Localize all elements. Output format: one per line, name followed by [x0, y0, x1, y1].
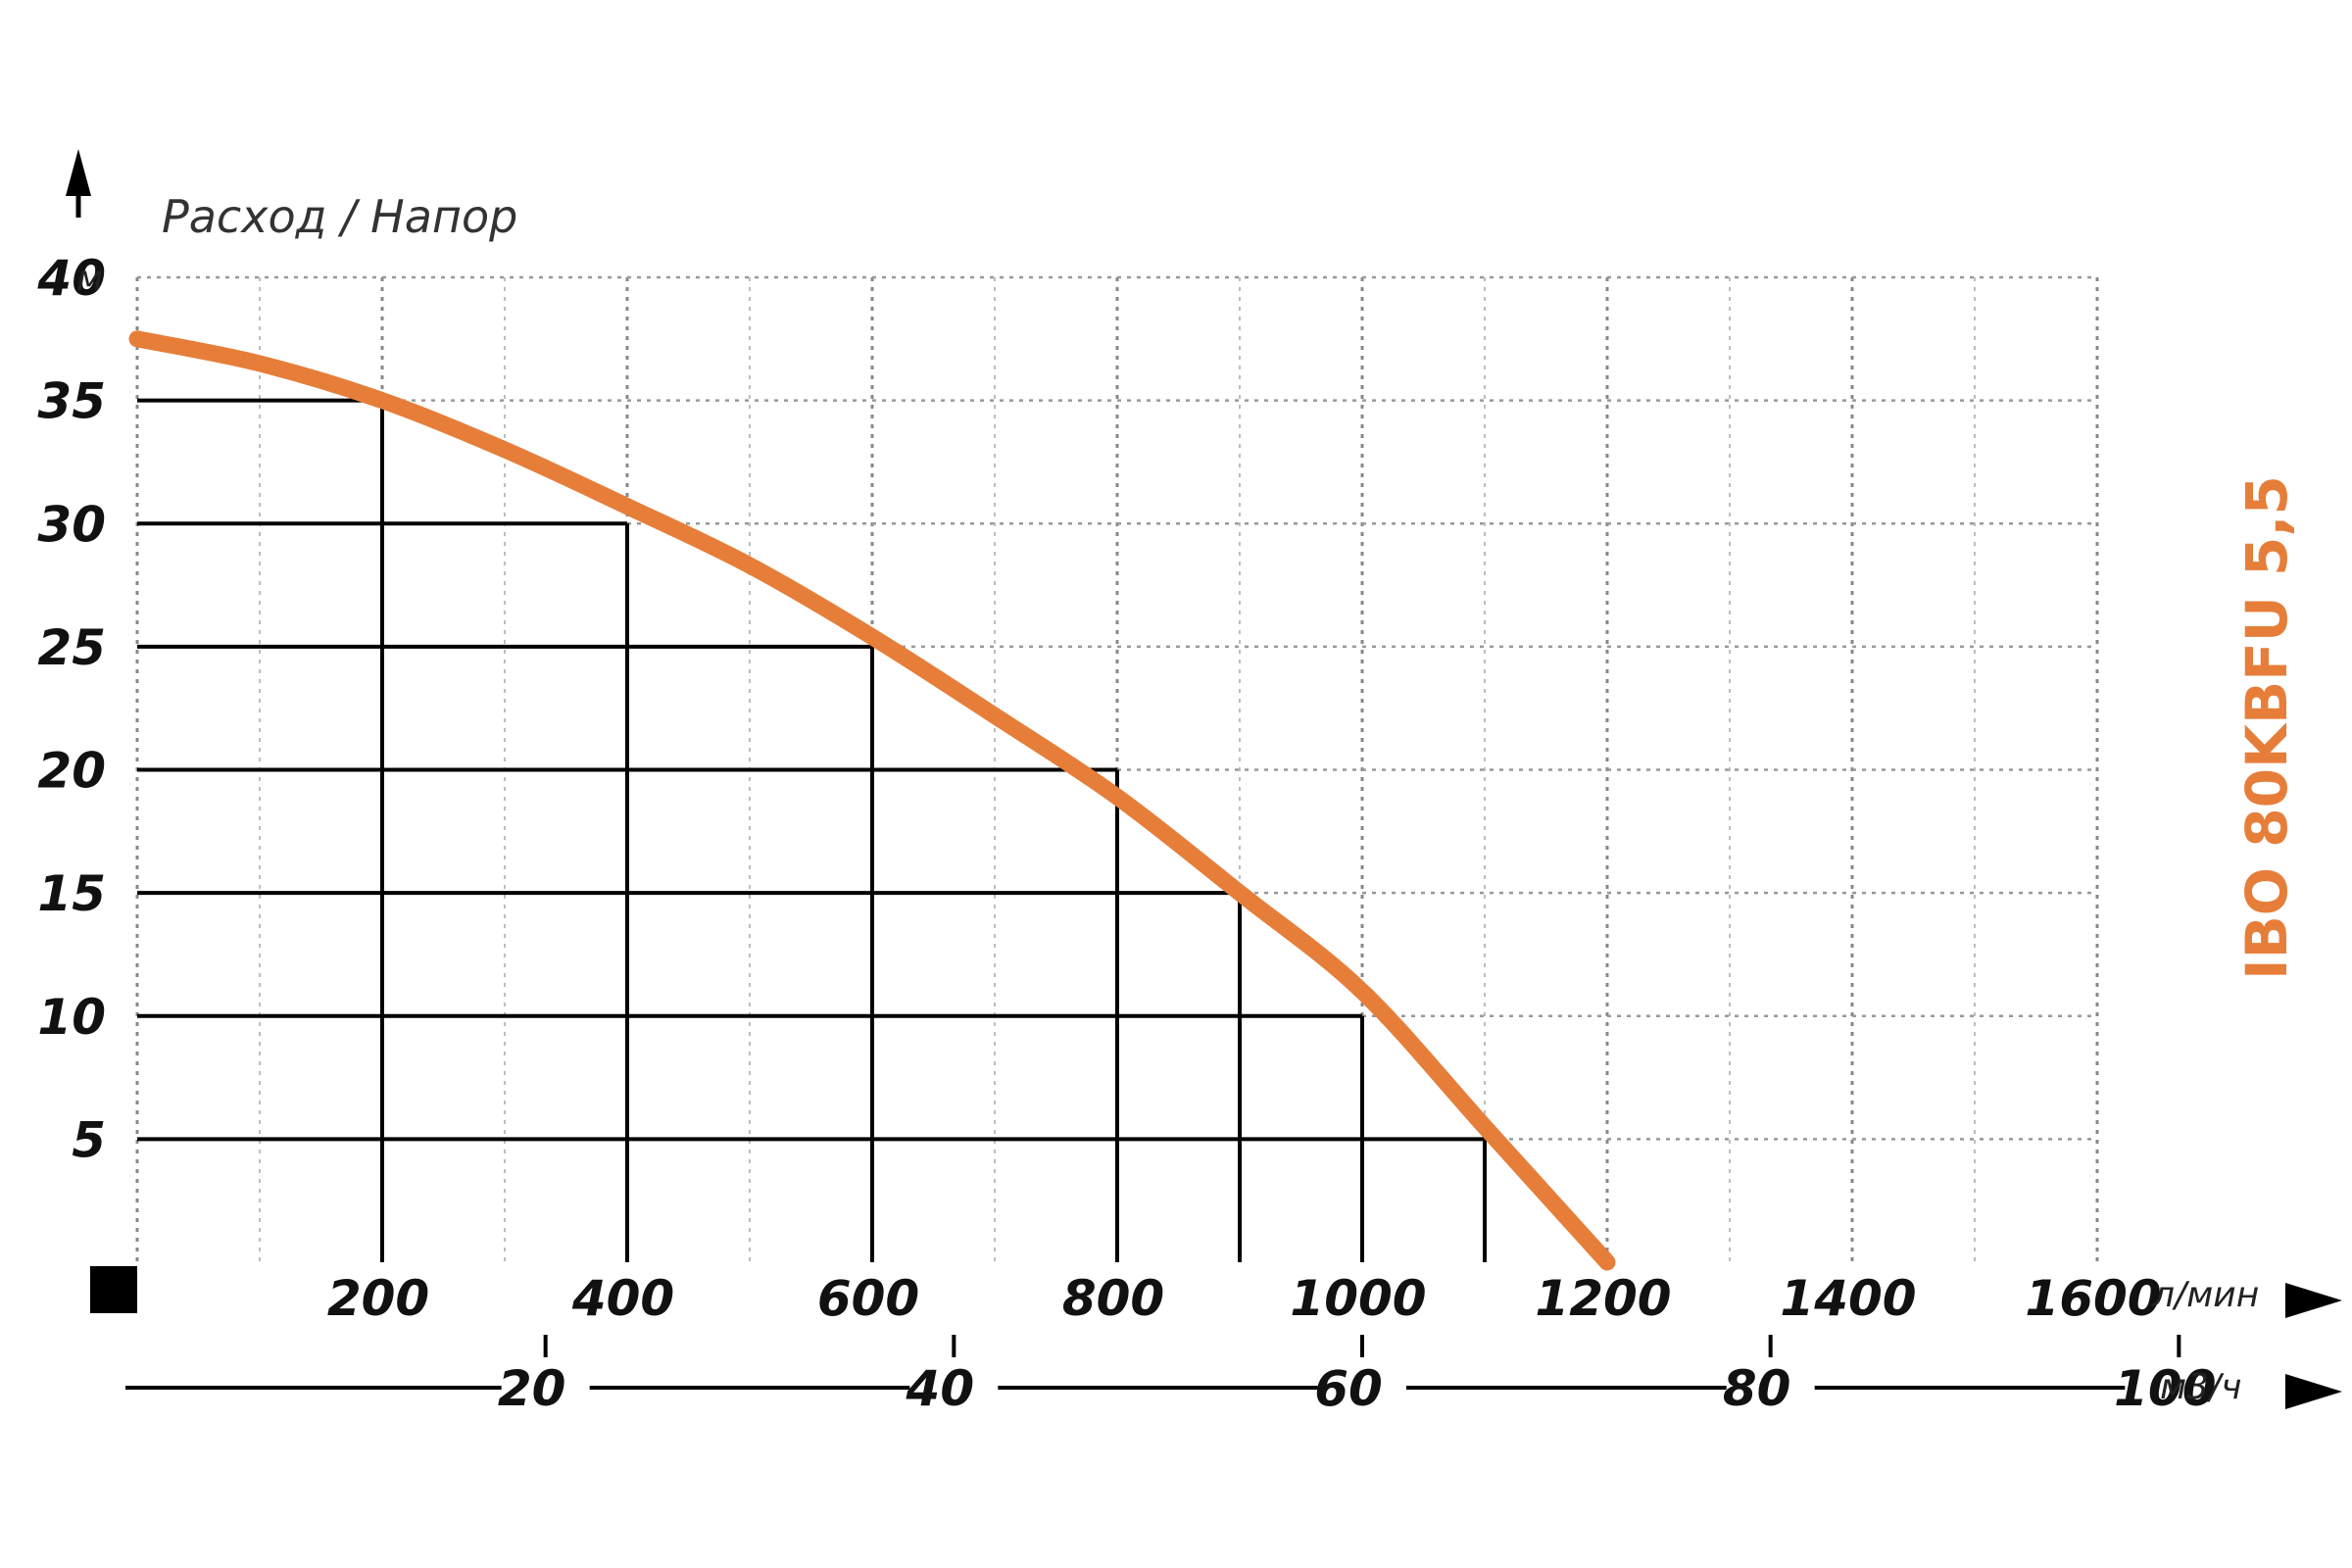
- y-axis-unit: м: [76, 259, 103, 299]
- secondary-x-axis-arrow-head: [2285, 1374, 2342, 1409]
- y-tick-label: 20: [37, 743, 106, 800]
- y-axis-arrow-head: [66, 149, 91, 196]
- x-tick-label: 1200: [1535, 1270, 1671, 1327]
- y-tick-label: 30: [37, 496, 106, 553]
- secondary-x-tick-label: 40: [906, 1360, 975, 1417]
- y-tick-label: 5: [72, 1111, 106, 1168]
- x-tick-label: 1600: [2025, 1270, 2161, 1327]
- secondary-x-tick-label: 20: [498, 1360, 566, 1417]
- y-tick-label: 35: [37, 373, 106, 430]
- secondary-x-tick-label: 80: [1723, 1360, 1791, 1417]
- pump-curve-series: [128, 330, 1616, 1271]
- secondary-x-tick-label: 60: [1314, 1360, 1383, 1417]
- model-label: IBO 80KBFU 5,5: [2233, 475, 2300, 980]
- y-tick-label: 40: [36, 250, 106, 307]
- origin-square-marker: [90, 1266, 137, 1313]
- x-axis-unit: л/мин: [2151, 1275, 2259, 1315]
- chart-title: Расход / Напор: [162, 190, 517, 243]
- x-tick-label: 800: [1062, 1270, 1164, 1327]
- x-tick-label: 400: [571, 1270, 674, 1327]
- axes: [66, 149, 2342, 1409]
- tick-labels: 200 400 600 800 1000 1200 1400 1600 40 35 30 25 20 15…: [36, 250, 2216, 1417]
- x-tick-label: 200: [327, 1270, 429, 1327]
- reference-lines: [137, 398, 1487, 1262]
- secondary-x-tick-label: 100: [2114, 1360, 2216, 1417]
- x-tick-label: 600: [817, 1270, 919, 1327]
- curve-layer: [128, 330, 1616, 1271]
- x-tick-label: 1400: [1780, 1270, 1916, 1327]
- x-axis-arrow-head: [2285, 1283, 2342, 1318]
- x-tick-label: 1000: [1290, 1270, 1426, 1327]
- secondary-x-axis-unit: м3/ч: [2160, 1367, 2241, 1407]
- y-tick-label: 25: [37, 619, 106, 676]
- y-tick-label: 15: [37, 865, 106, 922]
- y-tick-label: 10: [37, 989, 106, 1046]
